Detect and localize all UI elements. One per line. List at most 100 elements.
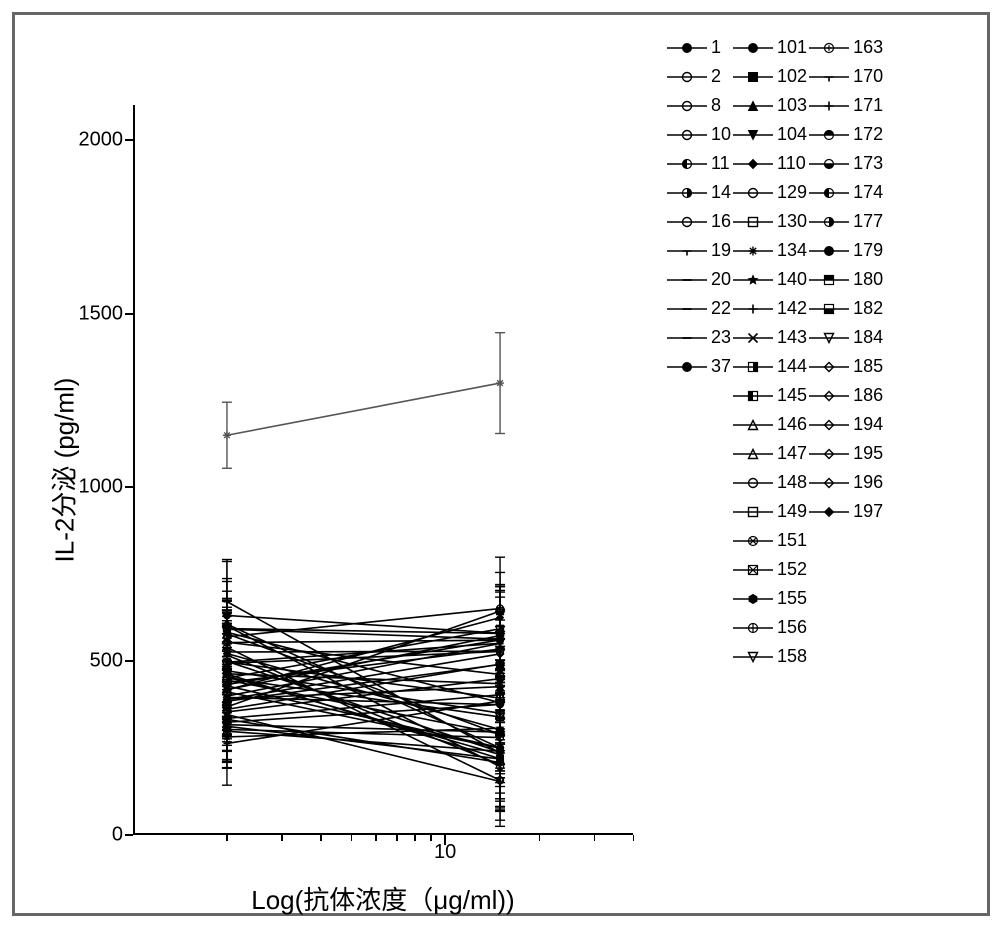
legend-item: 23 (665, 323, 731, 352)
legend-label: 101 (777, 37, 807, 58)
legend-label: 182 (853, 298, 883, 319)
legend-marker-icon (807, 213, 851, 231)
legend-label: 146 (777, 414, 807, 435)
legend-marker-icon (807, 126, 851, 144)
legend-item: 172 (807, 120, 883, 149)
legend-item: 156 (731, 613, 807, 642)
legend-marker-icon (665, 39, 709, 57)
legend-marker-icon (665, 213, 709, 231)
legend-item: 185 (807, 352, 883, 381)
legend-marker-icon (731, 213, 775, 231)
legend-marker-icon (665, 329, 709, 347)
legend-marker-icon (807, 184, 851, 202)
legend-item: 20 (665, 265, 731, 294)
legend-item: 197 (807, 497, 883, 526)
x-tick-label: 10 (434, 841, 456, 864)
legend-marker-icon (665, 68, 709, 86)
x-minor-tick (320, 835, 322, 841)
legend-label: 184 (853, 327, 883, 348)
legend-item: 179 (807, 236, 883, 265)
legend-label: 186 (853, 385, 883, 406)
legend-marker-icon (807, 329, 851, 347)
legend-marker-icon (665, 242, 709, 260)
legend-label: 177 (853, 211, 883, 232)
legend-marker-icon (731, 648, 775, 666)
legend-label: 149 (777, 501, 807, 522)
legend-item: 186 (807, 381, 883, 410)
legend-item: 16 (665, 207, 731, 236)
legend-label: 163 (853, 37, 883, 58)
legend-label: 148 (777, 472, 807, 493)
legend-label: 197 (853, 501, 883, 522)
legend-item: 158 (731, 642, 807, 671)
legend-label: 104 (777, 124, 807, 145)
y-tick (125, 486, 133, 488)
legend-marker-icon (807, 387, 851, 405)
legend-item: 184 (807, 323, 883, 352)
legend-label: 152 (777, 559, 807, 580)
legend-marker-icon (807, 68, 851, 86)
legend-label: 179 (853, 240, 883, 261)
legend-marker-icon (731, 619, 775, 637)
legend-label: 151 (777, 530, 807, 551)
legend-label: 158 (777, 646, 807, 667)
legend-label: 155 (777, 588, 807, 609)
legend-item: 103 (731, 91, 807, 120)
x-minor-tick (396, 835, 398, 841)
legend-marker-icon (665, 300, 709, 318)
legend-label: 172 (853, 124, 883, 145)
legend-item: 130 (731, 207, 807, 236)
legend-label: 140 (777, 269, 807, 290)
legend-marker-icon (665, 358, 709, 376)
legend-item: 149 (731, 497, 807, 526)
legend-item: 104 (731, 120, 807, 149)
legend-label: 129 (777, 182, 807, 203)
y-tick-label: 500 (53, 650, 123, 673)
legend-item: 10 (665, 120, 731, 149)
legend-marker-icon (731, 300, 775, 318)
x-minor-tick (539, 835, 541, 841)
x-minor-tick (430, 835, 432, 841)
legend-marker-icon (731, 329, 775, 347)
legend-item: 182 (807, 294, 883, 323)
legend-marker-icon (807, 300, 851, 318)
legend-marker-icon (731, 387, 775, 405)
legend-item: 142 (731, 294, 807, 323)
legend-marker-icon (731, 590, 775, 608)
legend-marker-icon (807, 474, 851, 492)
legend-label: 196 (853, 472, 883, 493)
legend-marker-icon (731, 561, 775, 579)
legend-label: 102 (777, 66, 807, 87)
legend-item: 146 (731, 410, 807, 439)
legend-label: 145 (777, 385, 807, 406)
x-minor-tick (281, 835, 283, 841)
chart-canvas (133, 105, 633, 835)
legend-column: 1631701711721731741771791801821841851861… (807, 33, 883, 526)
legend-item: 37 (665, 352, 731, 381)
legend-item: 110 (731, 149, 807, 178)
legend-marker-icon (731, 155, 775, 173)
plot-area: 0500100015002000 10 IL-2分泌 (pg/ml) Log(抗… (133, 105, 633, 835)
legend-label: 2 (711, 66, 721, 87)
legend-label: 144 (777, 356, 807, 377)
legend-item: 22 (665, 294, 731, 323)
legend-item: 1 (665, 33, 731, 62)
y-tick (125, 660, 133, 662)
x-axis-title: Log(抗体浓度（μg/ml)) (251, 880, 514, 917)
legend-label: 195 (853, 443, 883, 464)
legend-marker-icon (807, 445, 851, 463)
y-tick-label: 1500 (53, 302, 123, 325)
legend-label: 174 (853, 182, 883, 203)
legend-item: 101 (731, 33, 807, 62)
legend-label: 130 (777, 211, 807, 232)
legend-marker-icon (731, 97, 775, 115)
legend-label: 11 (711, 153, 730, 174)
legend-marker-icon (731, 271, 775, 289)
legend-marker-icon (731, 68, 775, 86)
legend-label: 10 (711, 124, 731, 145)
legend-label: 14 (711, 182, 731, 203)
legend-label: 8 (711, 95, 721, 116)
legend-item: 14 (665, 178, 731, 207)
legend: 1281011141619202223371011021031041101291… (665, 33, 995, 743)
legend-marker-icon (665, 271, 709, 289)
